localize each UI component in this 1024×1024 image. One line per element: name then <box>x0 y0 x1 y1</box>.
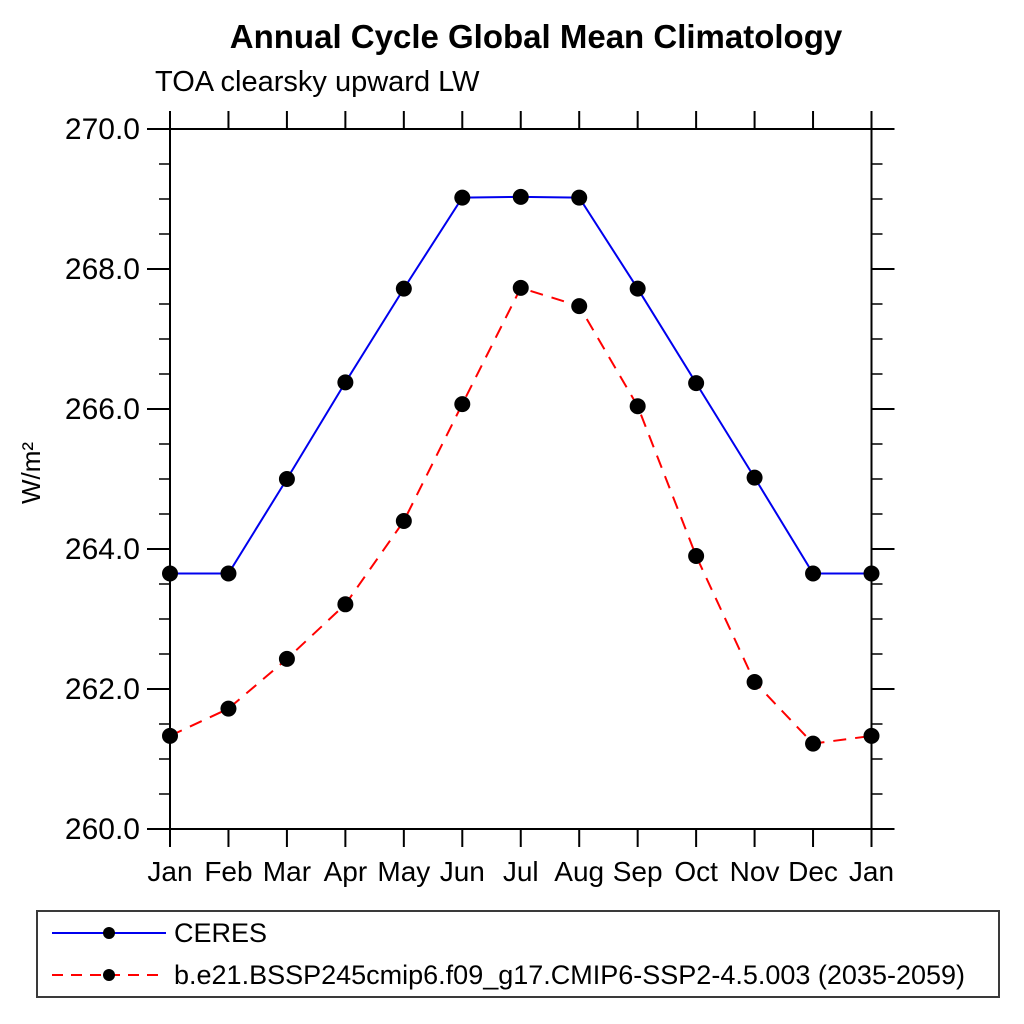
x-tick-label: Jul <box>503 856 539 887</box>
data-point-marker <box>512 279 529 296</box>
data-point-marker <box>746 674 763 690</box>
x-tick-label: Sep <box>613 856 663 887</box>
y-tick-label: 262.0 <box>65 673 140 706</box>
model-sample-marker-icon <box>103 969 115 981</box>
x-tick-label: Jun <box>440 856 485 887</box>
data-point-marker <box>571 298 588 315</box>
plot-frame <box>169 128 873 830</box>
ceres-line-sample <box>52 927 166 939</box>
data-point-marker <box>278 471 295 487</box>
data-point-marker <box>337 596 354 613</box>
data-point-marker <box>395 280 412 297</box>
model-series-line <box>169 286 872 745</box>
x-tick-label: Jan <box>849 856 894 887</box>
y-axis-label: W/m² <box>16 442 46 504</box>
data-point-marker <box>805 735 822 752</box>
data-point-marker <box>863 565 880 582</box>
data-point-marker <box>629 398 646 415</box>
legend-row-model: b.e21.BSSP245cmip6.f09_g17.CMIP6-SSP2-4.… <box>48 955 998 995</box>
x-tick-label: Oct <box>674 856 718 887</box>
x-tick-label: May <box>377 856 430 887</box>
data-point-marker <box>863 727 880 744</box>
legend-row-ceres: CERES <box>48 913 998 953</box>
legend-box: CERES b.e21.BSSP245cmip6.f09_g17.CMIP6-S… <box>36 910 1000 998</box>
ceres-sample-marker-icon <box>103 927 115 939</box>
data-point-marker <box>162 727 178 744</box>
data-point-marker <box>454 189 471 206</box>
data-point-marker <box>337 374 354 391</box>
data-point-marker <box>220 565 237 582</box>
data-point-marker <box>512 188 529 205</box>
x-tick-label: Dec <box>788 856 838 887</box>
y-tick-label: 266.0 <box>65 393 140 426</box>
x-tick-label: Mar <box>263 856 311 887</box>
ceres-series-line <box>170 195 872 575</box>
x-tick-label: Jan <box>147 856 192 887</box>
y-tick-label: 270.0 <box>65 113 140 146</box>
y-tick-label: 260.0 <box>65 813 140 846</box>
x-tick-label: Nov <box>730 856 780 887</box>
x-tick-label: Aug <box>554 856 604 887</box>
data-point-marker <box>454 396 471 413</box>
legend-label-ceres: CERES <box>174 917 268 948</box>
chart-subtitle: TOA clearsky upward LW <box>155 66 480 98</box>
model-line-sample <box>52 969 166 981</box>
data-point-marker <box>220 700 237 717</box>
chart-title: Annual Cycle Global Mean Climatology <box>229 18 843 55</box>
data-point-marker <box>805 565 822 582</box>
data-point-marker <box>688 375 705 392</box>
data-point-marker <box>571 189 588 206</box>
x-tick-label: Apr <box>324 856 368 887</box>
data-point-marker <box>746 469 763 486</box>
y-tick-label: 268.0 <box>65 253 140 286</box>
data-point-marker <box>629 280 646 297</box>
x-tick-label: Feb <box>204 856 252 887</box>
data-point-marker <box>688 548 705 564</box>
data-point-marker <box>278 650 295 667</box>
data-point-marker <box>162 565 178 582</box>
data-point-marker <box>395 513 412 529</box>
legend-label-model: b.e21.BSSP245cmip6.f09_g17.CMIP6-SSP2-4.… <box>174 959 966 990</box>
y-tick-label: 264.0 <box>65 533 140 566</box>
